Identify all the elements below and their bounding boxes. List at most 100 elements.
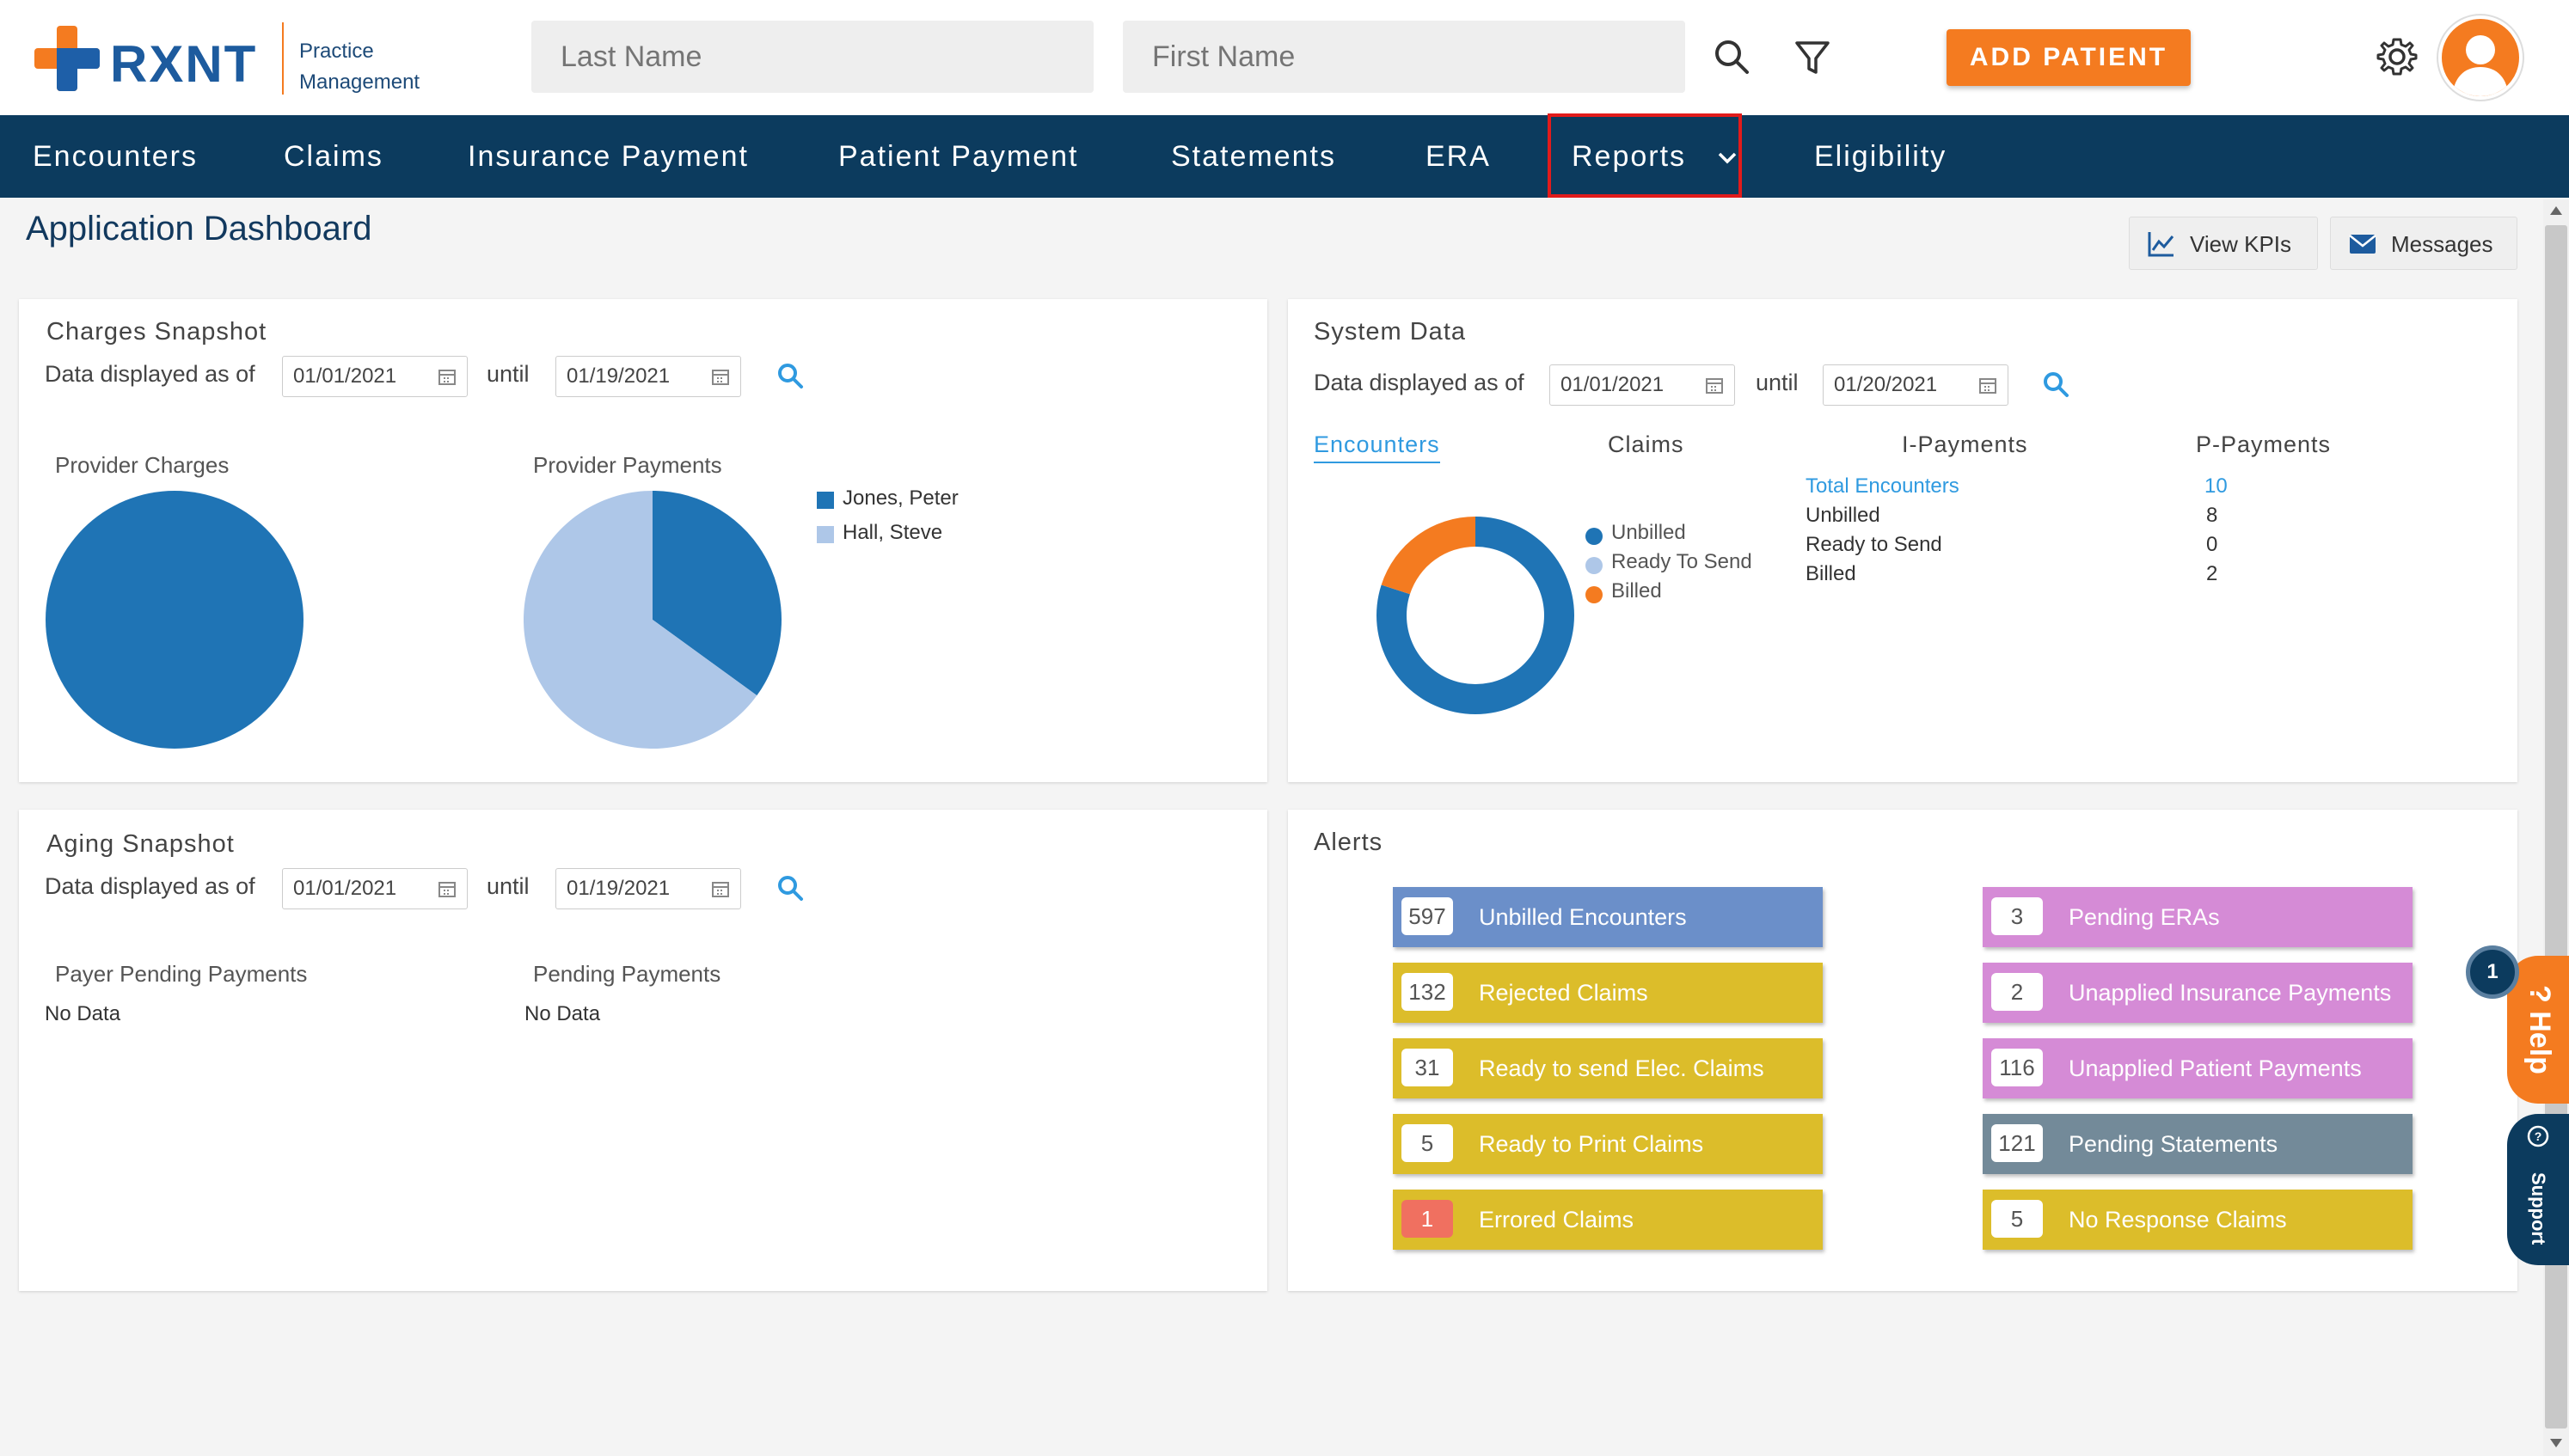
nav-encounters[interactable]: Encounters <box>33 140 198 173</box>
messages-label: Messages <box>2391 231 2493 257</box>
system-until-label: until <box>1756 370 1799 395</box>
alert-count: 5 <box>1401 1124 1453 1162</box>
stat-billed-value: 2 <box>2206 562 2218 585</box>
nav-statements[interactable]: Statements <box>1171 140 1336 173</box>
alert-pending-statements[interactable]: 121 Pending Statements <box>1983 1114 2413 1174</box>
pie-slice-unbilled[interactable] <box>1376 517 1574 714</box>
alerts-title: Alerts <box>1314 829 1383 856</box>
rxnt-logo[interactable]: RXNT Practice Management <box>34 22 464 95</box>
nav-eligibility[interactable]: Eligibility <box>1814 140 1947 173</box>
help-text: Help <box>2523 1011 2556 1074</box>
stat-billed-label: Billed <box>1806 562 1856 585</box>
calendar-icon <box>438 370 456 385</box>
last-name-input[interactable] <box>531 21 1094 93</box>
provider-payments-pie <box>523 491 782 749</box>
provider-charges-pie <box>46 491 303 749</box>
charges-from-date[interactable]: 01/01/2021 <box>282 356 468 397</box>
stat-ready-to-send-value: 0 <box>2206 533 2218 556</box>
alert-unapplied-insurance-payments[interactable]: 2 Unapplied Insurance Payments <box>1983 963 2413 1023</box>
stat-total-encounters-value[interactable]: 10 <box>2204 474 2228 498</box>
calendar-icon <box>1979 378 1996 394</box>
legend-ready-to-send-label: Ready To Send <box>1611 550 1752 573</box>
system-to-date[interactable]: 01/20/2021 <box>1823 364 2008 406</box>
support-tab[interactable]: ? Support <box>2507 1114 2569 1265</box>
alert-count: 5 <box>1991 1200 2043 1238</box>
system-data-as-of-label: Data displayed as of <box>1314 370 1524 395</box>
scroll-up-arrow-icon[interactable] <box>2548 205 2564 217</box>
tab-encounters[interactable]: Encounters <box>1314 431 1440 463</box>
question-mark-icon: ? <box>2523 985 2556 1003</box>
alert-rejected-claims[interactable]: 132 Rejected Claims <box>1393 963 1823 1023</box>
alert-count: 597 <box>1401 897 1453 935</box>
stat-unbilled-label: Unbilled <box>1806 504 1880 527</box>
nav-claims[interactable]: Claims <box>284 140 383 173</box>
gear-icon[interactable] <box>2371 31 2423 83</box>
legend-hall-label: Hall, Steve <box>843 521 943 544</box>
aging-until-label: until <box>487 873 530 899</box>
alert-count: 31 <box>1401 1049 1453 1086</box>
alert-unapplied-patient-payments[interactable]: 116 Unapplied Patient Payments <box>1983 1038 2413 1098</box>
charges-to-date[interactable]: 01/19/2021 <box>555 356 741 397</box>
alert-pending-eras[interactable]: 3 Pending ERAs <box>1983 887 2413 947</box>
messages-button[interactable]: Messages <box>2330 217 2517 270</box>
alert-count: 3 <box>1991 897 2043 935</box>
charges-snapshot-title: Charges Snapshot <box>46 318 267 346</box>
pending-payments-label: Pending Payments <box>533 961 721 987</box>
aging-to-date[interactable]: 01/19/2021 <box>555 868 741 909</box>
nav-era[interactable]: ERA <box>1426 140 1491 173</box>
tab-i-payments[interactable]: I-Payments <box>1902 431 2028 457</box>
alert-count: 1 <box>1401 1200 1453 1238</box>
alert-ready-to-send-elec-claims[interactable]: 31 Ready to send Elec. Claims <box>1393 1038 1823 1098</box>
tab-claims[interactable]: Claims <box>1608 431 1684 457</box>
search-icon[interactable] <box>1708 33 1759 84</box>
legend-jones-label: Jones, Peter <box>843 486 959 510</box>
charges-from-date-value: 01/01/2021 <box>293 364 397 388</box>
system-to-date-value: 01/20/2021 <box>1834 373 1938 396</box>
alert-unbilled-encounters[interactable]: 597 Unbilled Encounters <box>1393 887 1823 947</box>
system-from-date[interactable]: 01/01/2021 <box>1549 364 1735 406</box>
pie-slice-jones-peter[interactable] <box>653 491 782 696</box>
logo-cross-icon <box>34 26 100 91</box>
payer-pending-no-data: No Data <box>45 1002 121 1025</box>
aging-search-icon[interactable] <box>776 873 805 902</box>
charges-search-icon[interactable] <box>776 361 805 390</box>
alert-no-response-claims[interactable]: 5 No Response Claims <box>1983 1190 2413 1250</box>
filter-icon[interactable] <box>1787 33 1838 84</box>
tab-p-payments[interactable]: P-Payments <box>2196 431 2332 457</box>
charges-data-as-of-label: Data displayed as of <box>45 361 255 387</box>
alert-label: Ready to Print Claims <box>1479 1131 1704 1157</box>
alert-count: 121 <box>1991 1124 2043 1162</box>
alerts-card: Alerts 597 Unbilled Encounters 132 Rejec… <box>1288 810 2517 1291</box>
first-name-input[interactable] <box>1123 21 1685 93</box>
header: RXNT Practice Management ADD PATIENT <box>0 0 2569 115</box>
aging-from-date[interactable]: 01/01/2021 <box>282 868 468 909</box>
brand-name: RXNT <box>110 35 258 93</box>
nav-reports[interactable]: Reports <box>1572 115 1738 198</box>
pie-slice-jones-peter[interactable] <box>46 491 303 749</box>
reports-highlight-box <box>1548 113 1742 198</box>
aging-to-date-value: 01/19/2021 <box>567 877 671 900</box>
calendar-icon <box>712 370 729 385</box>
pie-slice-billed[interactable] <box>1381 517 1475 595</box>
legend-jones-swatch <box>817 492 834 509</box>
nav-insurance-payment[interactable]: Insurance Payment <box>468 140 749 173</box>
nav-patient-payment[interactable]: Patient Payment <box>838 140 1079 173</box>
aging-from-date-value: 01/01/2021 <box>293 877 397 900</box>
alert-count: 132 <box>1401 973 1453 1011</box>
system-search-icon[interactable] <box>2041 370 2070 399</box>
scroll-down-arrow-icon[interactable] <box>2548 1437 2564 1449</box>
help-label: ? Help <box>2512 982 2567 1078</box>
svg-text:?: ? <box>2535 1129 2542 1143</box>
alert-ready-to-print-claims[interactable]: 5 Ready to Print Claims <box>1393 1114 1823 1174</box>
pie-slice-hall-steve[interactable] <box>523 491 757 749</box>
stat-total-encounters-label[interactable]: Total Encounters <box>1806 474 1959 498</box>
chart-line-icon <box>2148 232 2174 257</box>
calendar-icon <box>438 882 456 897</box>
alert-errored-claims[interactable]: 1 Errored Claims <box>1393 1190 1823 1250</box>
help-notification-badge[interactable]: 1 <box>2466 945 2519 999</box>
add-patient-button[interactable]: ADD PATIENT <box>1947 29 2191 86</box>
alert-label: Pending ERAs <box>2069 904 2220 930</box>
view-kpis-button[interactable]: View KPIs <box>2129 217 2318 270</box>
user-avatar[interactable] <box>2438 15 2523 100</box>
nav-reports-label: Reports <box>1572 140 1687 173</box>
